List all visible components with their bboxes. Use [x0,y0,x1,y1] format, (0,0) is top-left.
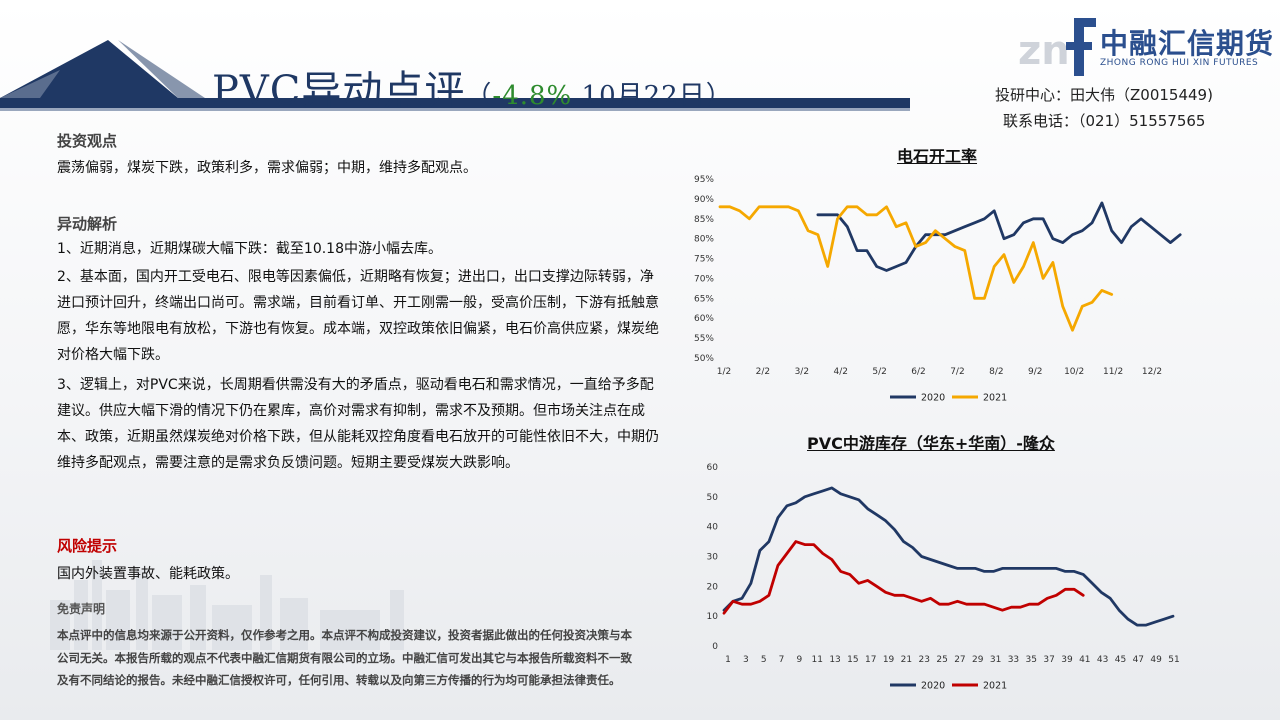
chart-2-x-tick: 41 [1079,655,1090,665]
chart-2-x-tick: 11 [811,655,822,665]
chart-2-title: PVC中游库存（华东+华南）-隆众 [807,434,1055,453]
chart-1-x-tick: 9/2 [1028,367,1042,377]
chart-2-y-tick: 10 [707,612,719,622]
chart-2-x-tick: 33 [1008,655,1019,665]
disclaimer-text: 本点评中的信息均来源于公开资料，仅作参考之用。本点评不构成投资建议，投资者据此做… [57,628,632,687]
chart-2-x-tick: 27 [954,655,965,665]
title-band-accent [0,108,910,111]
chart-1-y-tick: 90% [694,195,714,205]
analysis-point-2: 2、基本面，国内开工受电石、限电等因素偏低，近期略有恢复；进出口，出口支撑边际转… [57,269,659,363]
chart-2-x-tick: 1 [725,655,731,665]
chart-1-y-tick: 85% [694,215,714,225]
chart-1-series-2021-line [718,205,1114,332]
chart-1-x-tick: 8/2 [989,367,1003,377]
chart-1-x-tick: 3/2 [795,367,809,377]
chart-1-x-tick: 7/2 [950,367,964,377]
chart-1-x-tick: 10/2 [1064,367,1084,377]
phone-info: 联系电话：（021）51557565 [1003,112,1206,130]
skyline-decoration [50,560,404,650]
brand-name: 中融汇信期货 [1100,27,1275,60]
author-info: 投研中心：田大伟（Z0015449) [995,86,1213,104]
chart-2-x-tick: 45 [1115,655,1126,665]
chart-1-x-tick: 6/2 [911,367,925,377]
chart-2-y-tick: 30 [707,553,719,563]
chart-1-y-tick: 65% [694,294,714,304]
chart-1-legend-label-2020: 2020 [921,393,945,404]
chart-1-y-tick: 70% [694,274,714,284]
chart-1-y-tick: 75% [694,255,714,265]
title-band [0,98,910,108]
chart-2-x-tick: 13 [829,655,840,665]
chart-2-y-tick: 0 [712,642,718,652]
view-heading: 投资观点 [57,132,118,150]
chart-1-x-tick: 2/2 [756,367,770,377]
risk-text: 国内外装置事故、能耗政策。 [57,566,239,582]
chart-1-y-tick: 80% [694,235,714,245]
chart-2-y-tick: 60 [707,463,719,473]
chart-2-y-tick: 50 [707,493,719,503]
chart-2-legend-label-2020: 2020 [921,681,945,692]
chart-2-x-tick: 35 [1026,655,1037,665]
chart-1-title: 电石开工率 [897,147,978,166]
analysis-heading: 异动解析 [57,215,118,233]
chart-2-x-tick: 47 [1133,655,1144,665]
page-title: PVC异动点评（-4.8% 10月22日） [212,68,733,114]
chart-1-y-tick: 50% [694,354,714,364]
chart-1-x-tick: 11/2 [1103,367,1123,377]
chart-2-series-2021-line [722,540,1085,615]
chart-1-x-tick: 1/2 [717,367,731,377]
chart-2-legend-label-2021: 2021 [983,681,1007,692]
chart-2-x-tick: 31 [990,655,1001,665]
chart-1-y-tick: 95% [694,175,714,185]
svg-text:zn: zn [1018,28,1070,74]
chart-2-x-tick: 25 [936,655,947,665]
chart-2-x-tick: 49 [1150,655,1162,665]
chart-2-x-tick: 9 [796,655,802,665]
brand-logo-icon: zn [1018,18,1096,76]
analysis-point-3: 3、逻辑上，对PVC来说，长周期看供需没有大的矛盾点，驱动看电石和需求情况，一直… [57,377,659,471]
chart-1-series-2020-line [816,201,1182,272]
risk-heading: 风险提示 [57,537,118,555]
chart-1-y-tick: 55% [694,334,714,344]
chart-2-x-tick: 23 [919,655,930,665]
chart-2-x-tick: 15 [847,655,858,665]
brand-name-en: ZHONG RONG HUI XIN FUTURES [1100,58,1259,68]
view-text: 震荡偏弱，煤炭下跌，政策利多，需求偏弱；中期，维持多配观点。 [57,160,477,176]
chart-2-y-tick: 20 [707,582,719,592]
chart-2-x-tick: 17 [865,655,876,665]
chart-2-x-tick: 7 [779,655,785,665]
chart-2-x-tick: 29 [972,655,984,665]
chart-2-x-tick: 39 [1061,655,1073,665]
chart-2-x-tick: 3 [743,655,749,665]
chart-1-y-tick: 60% [694,314,714,324]
chart-2-y-tick: 40 [707,523,719,533]
chart-2-x-tick: 19 [883,655,895,665]
chart-2-x-tick: 37 [1043,655,1054,665]
chart-1-x-tick: 4/2 [833,367,847,377]
chart-1: 95% 90% 85% 80% 75% 70% 65% 60% 55% 50%1/2 2/2 3/2 4… [694,175,1182,404]
chart-1-legend-label-2021: 2021 [983,393,1007,404]
chart-1-x-tick: 5/2 [872,367,886,377]
chart-2-x-tick: 43 [1097,655,1108,665]
chart-2-x-tick: 21 [901,655,912,665]
header-decoration [0,40,205,98]
chart-2-x-tick: 51 [1168,655,1179,665]
chart-1-x-tick: 12/2 [1142,367,1162,377]
analysis-point-1: 1、近期消息，近期煤碳大幅下跌：截至10.18中游小幅去库。 [57,241,442,257]
chart-2-series-2020-line [722,486,1175,627]
chart-2-x-tick: 5 [761,655,767,665]
disclaimer-heading: 免责声明 [57,602,106,616]
